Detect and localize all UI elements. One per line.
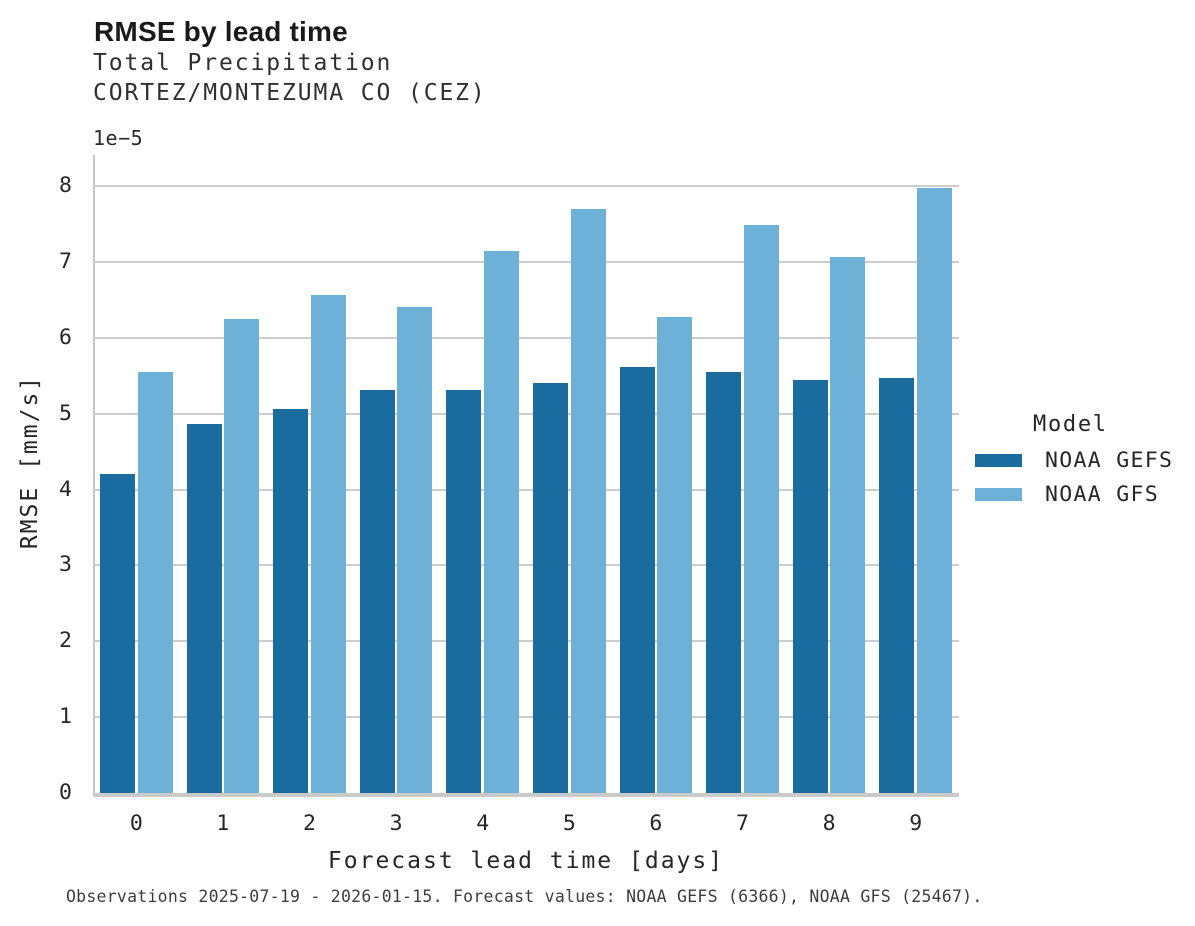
x-tick-labels: 0 1 2 3 4 5 6 7 8 9	[93, 811, 959, 841]
bar-noaa-gefs-day-9	[879, 377, 915, 793]
gridline-y-2	[93, 640, 959, 643]
plot-area	[93, 155, 959, 797]
bar-noaa-gefs-day-3	[359, 390, 395, 793]
gridline-y-5	[93, 412, 959, 415]
bar-noaa-gefs-day-0	[100, 474, 135, 793]
x-tick-label-5: 5	[562, 811, 576, 836]
y-tick-label-2: 2	[59, 628, 72, 654]
y-tick-label-6: 6	[59, 324, 72, 350]
bar-noaa-gfs-day-1	[224, 318, 260, 793]
gridline-y-4	[93, 488, 959, 491]
gridline-y-1	[93, 716, 959, 719]
bar-noaa-gefs-day-6	[619, 367, 655, 793]
x-axis-line	[93, 793, 959, 797]
y-tick-label-4: 4	[59, 476, 72, 502]
x-tick-label-9: 9	[909, 811, 923, 836]
bar-noaa-gfs-day-5	[570, 208, 606, 793]
y-tick-label-3: 3	[59, 552, 72, 578]
caption: Observations 2025-07-19 - 2026-01-15. Fo…	[66, 887, 983, 906]
x-tick-label-8: 8	[822, 811, 836, 836]
legend-title: Model	[1033, 412, 1108, 437]
x-tick-label-3: 3	[389, 811, 403, 836]
bar-noaa-gefs-day-1	[186, 424, 222, 793]
bar-noaa-gfs-day-9	[917, 187, 952, 793]
x-tick-label-1: 1	[216, 811, 230, 836]
bar-noaa-gefs-day-2	[273, 409, 309, 793]
gridline-y-8	[93, 185, 959, 187]
x-tick-label-4: 4	[476, 811, 490, 836]
x-tick-label-0: 0	[129, 811, 143, 836]
gridline-y-3	[93, 564, 959, 567]
chart-subtitle-line-1: Total Precipitation	[93, 50, 393, 76]
y-tick-label-8: 8	[59, 173, 72, 198]
bar-noaa-gfs-day-8	[830, 257, 866, 793]
y-tick-label-0: 0	[59, 780, 72, 805]
x-tick-label-2: 2	[303, 811, 316, 836]
bar-noaa-gfs-day-4	[484, 251, 519, 793]
gridline-y-7	[93, 260, 959, 263]
legend-label-noaa-gfs: NOAA GFS	[1045, 481, 1159, 507]
x-tick-label-6: 6	[649, 811, 663, 836]
legend-swatch-noaa-gefs	[975, 454, 1022, 467]
bar-noaa-gefs-day-7	[706, 371, 742, 793]
bar-noaa-gefs-day-4	[446, 390, 482, 793]
x-axis-title: Forecast lead time [days]	[327, 848, 725, 874]
bar-noaa-gfs-day-2	[310, 294, 346, 793]
y-tick-label-5: 5	[59, 400, 72, 426]
y-tick-label-1: 1	[59, 704, 72, 730]
y-axis-offset-label: 1e−5	[93, 126, 144, 150]
y-tick-labels: 0 1 2 3 4 5 6 7 8	[28, 155, 72, 805]
bar-noaa-gefs-day-5	[533, 383, 568, 793]
legend-item-noaa-gfs: NOAA GFS	[975, 482, 1159, 507]
bar-noaa-gfs-day-0	[137, 371, 173, 793]
gridline-y-6	[93, 336, 959, 339]
bar-noaa-gefs-day-8	[792, 380, 828, 793]
legend-label-noaa-gefs: NOAA GEFS	[1045, 448, 1174, 473]
bar-noaa-gfs-day-6	[657, 316, 693, 793]
bar-noaa-gfs-day-3	[397, 306, 433, 793]
y-axis-line	[93, 155, 95, 797]
legend-swatch-noaa-gfs	[975, 487, 1022, 501]
legend-item-noaa-gefs: NOAA GEFS	[975, 448, 1173, 473]
bar-noaa-gfs-day-7	[743, 225, 779, 793]
chart-title: RMSE by lead time	[94, 16, 348, 47]
x-tick-label-7: 7	[736, 811, 749, 836]
chart-subtitle-line-2: CORTEZ/MONTEZUMA CO (CEZ)	[93, 80, 487, 106]
y-tick-label-7: 7	[59, 248, 72, 274]
